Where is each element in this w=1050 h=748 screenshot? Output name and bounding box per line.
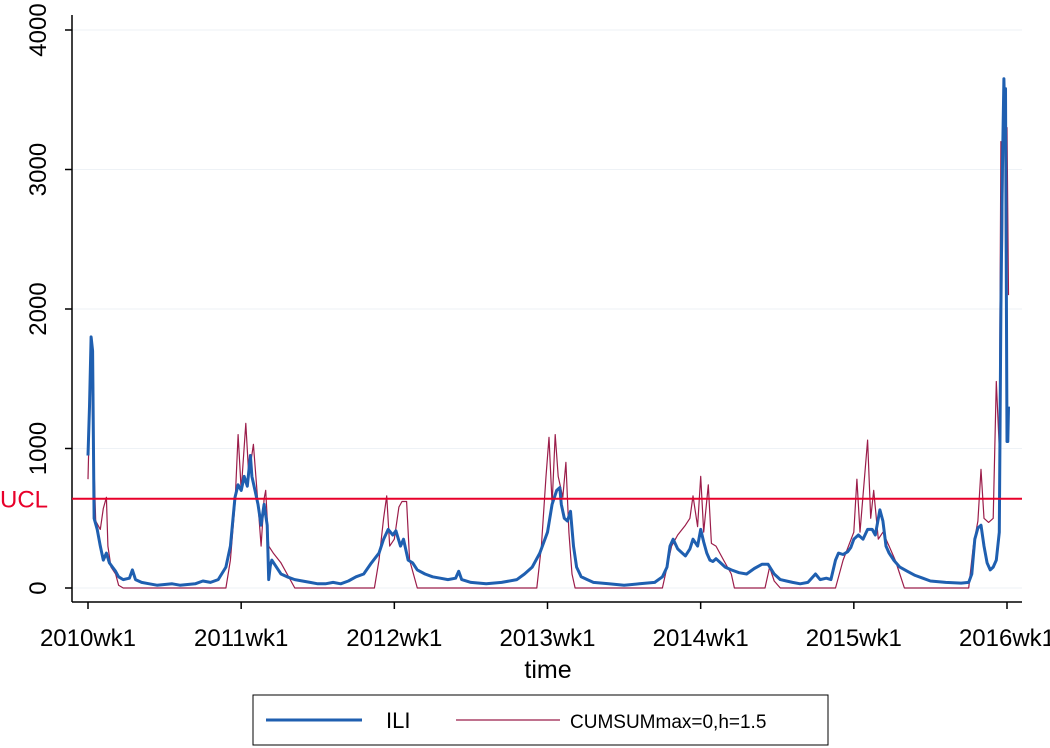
y-tick-label: 1000 [25, 422, 52, 475]
series-layer [86, 77, 1010, 589]
reference-line-layer: UCL [0, 487, 1022, 514]
x-axis-title: time [524, 656, 571, 684]
x-tick-label: 2012wk1 [346, 625, 442, 652]
gridlines [72, 29, 1022, 589]
legend-label-ili: ILI [386, 708, 410, 733]
x-tick-label: 2014wk1 [653, 625, 749, 652]
x-tick-label: 2010wk1 [40, 625, 136, 652]
x-tick-label: 2016wk1 [959, 625, 1050, 652]
y-axis: 0 1000 2000 3000 4000 [25, 3, 73, 602]
x-tick-label: 2015wk1 [806, 625, 902, 652]
y-tick-label: 2000 [25, 282, 52, 335]
y-tick-label: 4000 [25, 3, 52, 56]
y-tick-label: 3000 [25, 143, 52, 196]
series-line-ili [86, 77, 1010, 587]
legend: ILI CUMSUMmax=0,h=1.5 [252, 694, 829, 746]
x-tick-label: 2011wk1 [194, 625, 288, 652]
ucl-label: UCL [0, 487, 48, 514]
y-tick-label: 0 [25, 581, 52, 594]
legend-label-cumsum: CUMSUMmax=0,h=1.5 [570, 712, 766, 733]
x-tick-label: 2013wk1 [499, 625, 595, 652]
x-axis: 2010wk1 2011wk1 2012wk1 2013wk1 2014wk1 2015w… [40, 601, 1050, 652]
